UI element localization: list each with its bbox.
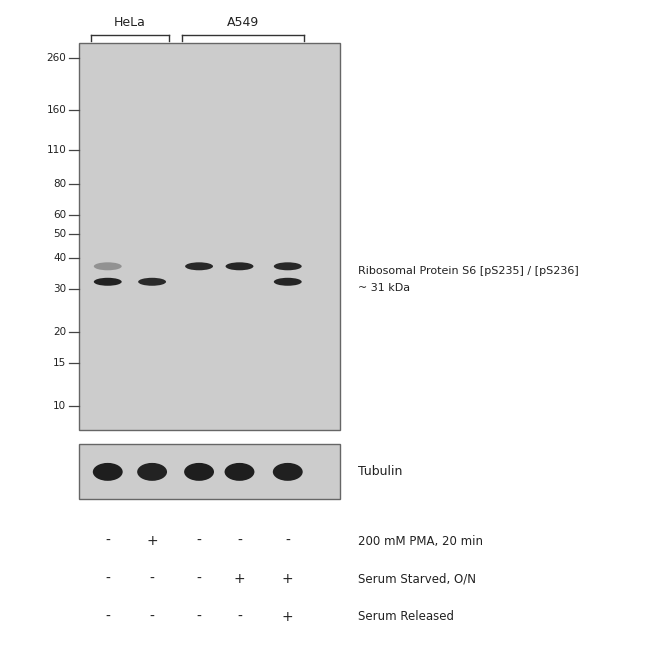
Text: 10: 10 [53,401,66,411]
Ellipse shape [184,463,214,481]
Text: -: - [285,534,290,548]
Text: 80: 80 [53,179,66,189]
Text: -: - [105,572,110,586]
Text: 20: 20 [53,327,66,337]
Text: 260: 260 [46,53,66,63]
Text: -: - [237,534,242,548]
Ellipse shape [138,278,166,286]
Text: 60: 60 [53,210,66,220]
Ellipse shape [94,278,122,286]
Text: 110: 110 [46,145,66,155]
Text: HeLa: HeLa [114,16,146,29]
Text: Tubulin: Tubulin [358,465,402,478]
Text: +: + [146,534,158,548]
Text: -: - [196,572,202,586]
Text: Serum Starved, O/N: Serum Starved, O/N [358,572,476,585]
Ellipse shape [185,262,213,270]
Text: A549: A549 [227,16,259,29]
Ellipse shape [273,463,303,481]
Text: Ribosomal Protein S6 [pS235] / [pS236]: Ribosomal Protein S6 [pS235] / [pS236] [358,266,578,275]
Ellipse shape [274,278,302,286]
Text: 15: 15 [53,357,66,368]
Text: -: - [150,610,155,624]
Bar [79,445,340,499]
Ellipse shape [94,262,122,270]
Text: +: + [234,572,245,586]
Text: 200 mM PMA, 20 min: 200 mM PMA, 20 min [358,534,483,547]
Text: ~ 31 kDa: ~ 31 kDa [358,283,410,294]
Text: 50: 50 [53,229,66,239]
Text: -: - [196,534,202,548]
Ellipse shape [226,262,254,270]
Text: -: - [150,572,155,586]
Text: -: - [105,610,110,624]
Text: -: - [237,610,242,624]
Text: 40: 40 [53,253,66,263]
Text: -: - [196,610,202,624]
Bar [79,43,340,430]
Text: 160: 160 [46,105,66,115]
Ellipse shape [224,463,254,481]
Text: +: + [282,610,294,624]
Ellipse shape [274,262,302,270]
Text: +: + [282,572,294,586]
Ellipse shape [93,463,123,481]
Text: -: - [105,534,110,548]
Text: Serum Released: Serum Released [358,610,454,623]
Text: 30: 30 [53,284,66,294]
Ellipse shape [137,463,167,481]
